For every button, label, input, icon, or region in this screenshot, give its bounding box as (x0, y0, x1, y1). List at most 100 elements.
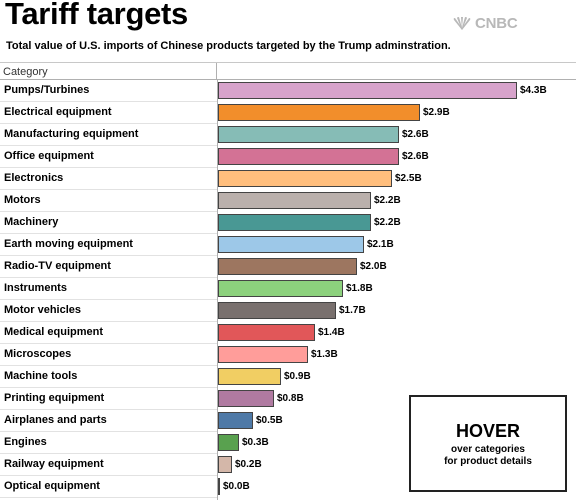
bar-value-label: $1.7B (339, 305, 366, 316)
row-separator (0, 431, 217, 432)
category-row[interactable]: Optical equipment $0.0B (0, 476, 576, 498)
category-label[interactable]: Motor vehicles (4, 304, 82, 316)
bar[interactable] (218, 82, 517, 99)
row-separator (0, 145, 217, 146)
bar[interactable] (218, 456, 232, 473)
bar-value-label: $1.4B (318, 327, 345, 338)
category-row[interactable]: Earth moving equipment $2.1B (0, 234, 576, 256)
category-label[interactable]: Electrical equipment (4, 106, 112, 118)
bar-value-label: $2.2B (374, 217, 401, 228)
bar[interactable] (218, 236, 364, 253)
chart-subtitle: Total value of U.S. imports of Chinese p… (6, 40, 451, 52)
hover-line-2: for product details (444, 456, 532, 467)
bar-value-label: $2.9B (423, 107, 450, 118)
bar[interactable] (218, 192, 371, 209)
category-row[interactable]: Machine tools $0.9B (0, 366, 576, 388)
bar-value-label: $1.8B (346, 283, 373, 294)
category-row[interactable]: Engines $0.3B (0, 432, 576, 454)
category-row[interactable]: Microscopes $1.3B (0, 344, 576, 366)
row-separator (0, 189, 217, 190)
category-row[interactable]: Railway equipment $0.2B (0, 454, 576, 476)
bar[interactable] (218, 412, 253, 429)
bar-value-label: $0.8B (277, 393, 304, 404)
category-row[interactable]: Printing equipment $0.8B (0, 388, 576, 410)
category-row[interactable]: Motor vehicles $1.7B (0, 300, 576, 322)
row-separator (0, 233, 217, 234)
category-row[interactable]: Medical equipment $1.4B (0, 322, 576, 344)
brand-logo: CNBC (452, 15, 518, 32)
category-row[interactable]: Machinery $2.2B (0, 212, 576, 234)
bar[interactable] (218, 126, 399, 143)
header-divider (0, 79, 576, 80)
bar[interactable] (218, 324, 315, 341)
bar[interactable] (218, 214, 371, 231)
bar-value-label: $2.6B (402, 151, 429, 162)
category-label[interactable]: Optical equipment (4, 480, 100, 492)
hover-title: HOVER (455, 421, 520, 441)
chart-title: Tariff targets (5, 0, 188, 31)
category-row[interactable]: Electrical equipment $2.9B (0, 102, 576, 124)
category-label[interactable]: Machine tools (4, 370, 78, 382)
bar-value-label: $1.3B (311, 349, 338, 360)
bar-value-label: $0.0B (223, 481, 250, 492)
row-separator (0, 277, 217, 278)
row-separator (0, 123, 217, 124)
category-header: Category (0, 63, 217, 79)
bar[interactable] (218, 302, 336, 319)
bar[interactable] (218, 258, 357, 275)
bar[interactable] (218, 390, 274, 407)
category-header-label: Category (3, 66, 48, 78)
hover-hint-box: HOVER over categories for product detail… (409, 395, 567, 492)
hover-line-1: over categories (451, 444, 525, 455)
bar[interactable] (218, 148, 399, 165)
bar[interactable] (218, 170, 392, 187)
row-separator (0, 299, 217, 300)
row-separator (0, 365, 217, 366)
category-row[interactable]: Motors $2.2B (0, 190, 576, 212)
category-axis-line (217, 80, 218, 500)
row-separator (0, 387, 217, 388)
category-label[interactable]: Engines (4, 436, 47, 448)
hover-subtitle: over categories for product details (411, 444, 565, 468)
category-label[interactable]: Airplanes and parts (4, 414, 107, 426)
category-label[interactable]: Pumps/Turbines (4, 84, 90, 96)
category-row[interactable]: Airplanes and parts $0.5B (0, 410, 576, 432)
bar[interactable] (218, 434, 239, 451)
row-separator (0, 497, 217, 498)
category-label[interactable]: Microscopes (4, 348, 72, 360)
category-label[interactable]: Manufacturing equipment (4, 128, 139, 140)
bar-value-label: $2.0B (360, 261, 387, 272)
row-separator (0, 101, 217, 102)
category-label[interactable]: Radio-TV equipment (4, 260, 111, 272)
category-label[interactable]: Printing equipment (4, 392, 105, 404)
bar[interactable] (218, 280, 343, 297)
row-separator (0, 409, 217, 410)
bar-value-label: $2.5B (395, 173, 422, 184)
category-row[interactable]: Office equipment $2.6B (0, 146, 576, 168)
bar[interactable] (218, 104, 420, 121)
row-separator (0, 343, 217, 344)
category-row[interactable]: Manufacturing equipment $2.6B (0, 124, 576, 146)
table-top-border (0, 62, 576, 63)
category-label[interactable]: Earth moving equipment (4, 238, 133, 250)
bar[interactable] (218, 368, 281, 385)
category-row[interactable]: Radio-TV equipment $2.0B (0, 256, 576, 278)
category-label[interactable]: Electronics (4, 172, 64, 184)
category-row[interactable]: Instruments $1.8B (0, 278, 576, 300)
category-label[interactable]: Instruments (4, 282, 67, 294)
brand-name: CNBC (475, 15, 518, 32)
category-label[interactable]: Machinery (4, 216, 59, 228)
category-row[interactable]: Electronics $2.5B (0, 168, 576, 190)
row-separator (0, 255, 217, 256)
bar[interactable] (218, 346, 308, 363)
bar-value-label: $0.2B (235, 459, 262, 470)
category-label[interactable]: Railway equipment (4, 458, 104, 470)
bar-value-label: $0.3B (242, 437, 269, 448)
category-label[interactable]: Motors (4, 194, 41, 206)
bar-value-label: $2.2B (374, 195, 401, 206)
category-row[interactable]: Pumps/Turbines $4.3B (0, 80, 576, 102)
category-label[interactable]: Office equipment (4, 150, 94, 162)
category-label[interactable]: Medical equipment (4, 326, 104, 338)
bar-value-label: $2.1B (367, 239, 394, 250)
bar[interactable] (218, 478, 220, 495)
